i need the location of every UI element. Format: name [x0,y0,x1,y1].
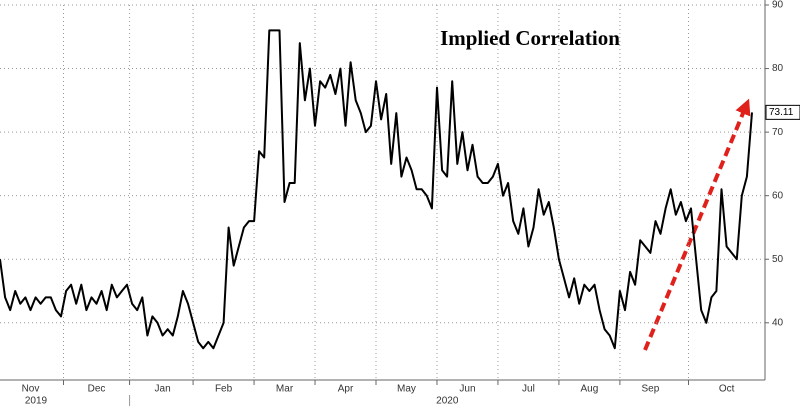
x-tick-label: Nov [22,384,40,395]
year-label: 2020 [436,396,459,406]
x-tick-label: Apr [338,384,354,395]
y-tick-label: 70 [772,127,784,138]
y-tick-label: 90 [772,0,784,11]
x-tick-label: Aug [581,384,599,395]
x-tick-label: Mar [276,384,294,395]
trend-arrow [643,98,751,351]
x-tick-label: Jul [522,384,535,395]
last-value-box [765,104,800,120]
y-tick-label: 50 [772,254,784,265]
chart-title: Implied Correlation [440,26,620,50]
x-tick-label: May [397,384,416,395]
last-value-label: 73.11 [769,107,794,118]
y-tick-label: 40 [772,317,784,328]
series-line [0,29,753,350]
x-tick-label: Sep [641,384,659,395]
x-tick-label: Jun [459,384,475,395]
y-tick-label: 80 [772,63,784,74]
x-tick-label: Feb [215,384,233,395]
x-tick-label: Oct [719,384,735,395]
x-tick-label: Jan [155,384,171,395]
year-label: 2019 [25,396,48,406]
x-tick-label: Dec [88,384,106,395]
y-tick-label: 60 [772,190,784,201]
